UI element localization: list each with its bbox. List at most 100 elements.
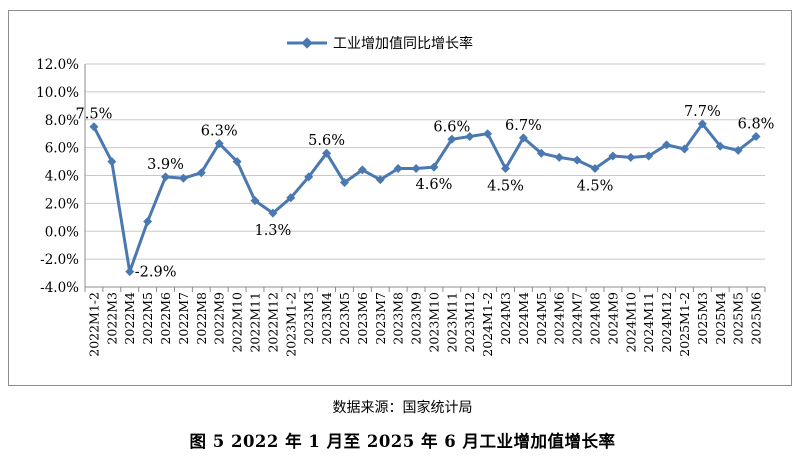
x-tick-label: 2024M1-2 [480, 292, 495, 357]
data-point [232, 157, 242, 167]
series-line [92, 122, 758, 274]
y-tick-label: 8.0% [45, 113, 79, 129]
data-point [178, 173, 188, 183]
data-point [250, 196, 260, 206]
data-point [483, 129, 493, 139]
data-point [662, 140, 672, 150]
x-tick-label: 2023M6 [355, 292, 370, 345]
data-label: 6.7% [505, 118, 542, 134]
x-tick-label: 2023M3 [301, 292, 316, 345]
data-point [304, 172, 314, 182]
x-tick-label: 2025M3 [695, 292, 710, 345]
data-label: 6.8% [738, 116, 775, 132]
chart-frame: -4.0% -2.0% 0.0% 2.0% 4.0% 6.0% 8.0% 10.0% 12.0%… [8, 10, 792, 386]
x-tick-label: 2024M8 [588, 292, 603, 345]
x-tick-label: 2023M7 [373, 292, 388, 345]
x-tick-label: 2024M4 [516, 292, 531, 345]
x-tick-label: 2022M5 [140, 292, 155, 345]
y-tick-label: 0.0% [45, 224, 79, 240]
figure-caption: 图 5 2022 年 1 月至 2025 年 6 月工业增加值增长率 [189, 432, 616, 451]
data-label: 7.7% [684, 104, 721, 120]
data-point [572, 155, 582, 165]
x-tick-label: 2025M4 [713, 292, 728, 345]
y-tick-labels: -4.0% -2.0% 0.0% 2.0% 4.0% 6.0% 8.0% 10.0% 12.0% [36, 57, 79, 296]
data-point [554, 152, 564, 162]
x-tick-label: 2023M4 [319, 292, 334, 345]
axes [84, 64, 766, 292]
x-tick-label: 2022M9 [212, 292, 227, 345]
x-tick-label: 2022M4 [122, 292, 137, 345]
data-label: 3.9% [147, 157, 184, 173]
data-point [697, 119, 707, 129]
x-tick-label: 2022M8 [194, 292, 209, 345]
x-tick-label: 2022M7 [176, 292, 191, 345]
data-label: 5.6% [308, 133, 345, 149]
x-tick-label: 2023M5 [337, 292, 352, 345]
data-point [357, 165, 367, 175]
y-tick-label: 10.0% [36, 85, 79, 101]
data-point [447, 134, 457, 144]
x-tick-label: 2022M1-2 [86, 292, 101, 357]
x-tick-label: 2024M7 [570, 292, 585, 345]
data-label: -2.9% [135, 265, 177, 281]
data-label: 1.3% [254, 223, 291, 239]
x-tick-label: 2025M5 [731, 292, 746, 345]
data-label: 7.5% [76, 107, 113, 123]
data-labels: 7.5% -2.9% 3.9% 6.3% 1.3% 5.6% 4.6% 6.6% 4.5% 6.7… [76, 104, 775, 281]
x-tick-label: 2024M3 [498, 292, 513, 345]
data-point [465, 131, 475, 141]
y-tick-label: 6.0% [45, 141, 79, 157]
data-point [339, 177, 349, 187]
source-note: 数据来源：国家统计局 [332, 400, 473, 416]
x-tick-label: 2022M6 [158, 292, 173, 345]
y-tick-label: 4.0% [45, 169, 79, 185]
data-point [608, 151, 618, 161]
x-tick-labels: 2022M1-2 2022M3 2022M4 2022M5 2022M6 2022M7 20… [86, 292, 763, 357]
data-label: 6.6% [433, 119, 470, 135]
series-layer [89, 119, 761, 277]
line-chart: -4.0% -2.0% 0.0% 2.0% 4.0% 6.0% 8.0% 10.0% 12.0%… [36, 35, 775, 357]
x-tick-label: 2024M6 [552, 292, 567, 345]
data-point [536, 148, 546, 158]
x-tick-label: 2024M11 [641, 292, 656, 353]
data-point [518, 133, 528, 143]
x-tick-label: 2022M10 [230, 292, 245, 353]
x-tick-label: 2024M10 [623, 292, 638, 353]
y-tick-label: -2.0% [40, 252, 79, 268]
x-tick-label: 2023M8 [391, 292, 406, 345]
x-tick-label: 2023M10 [426, 292, 441, 353]
data-label: 4.5% [487, 179, 524, 195]
x-tick-label: 2023M11 [444, 292, 459, 353]
legend-entry: 工业增加值同比增长率 [333, 35, 473, 52]
data-point [715, 141, 725, 151]
data-point [429, 162, 439, 172]
x-tick-label: 2023M9 [409, 292, 424, 345]
data-point [89, 122, 99, 132]
legend: 工业增加值同比增长率 [287, 35, 473, 52]
y-tick-label: 2.0% [45, 196, 79, 212]
data-point [626, 152, 636, 162]
y-tick-label: 12.0% [36, 57, 79, 73]
data-point [375, 175, 385, 185]
data-point [125, 267, 135, 277]
data-point [501, 164, 511, 174]
data-point [411, 164, 421, 174]
x-tick-label: 2024M12 [659, 292, 674, 353]
x-tick-label: 2022M3 [104, 292, 119, 345]
data-point [214, 138, 224, 148]
data-point [393, 164, 403, 174]
data-point [644, 151, 654, 161]
data-point [107, 157, 117, 167]
legend-marker-swatch [301, 37, 313, 49]
data-point [751, 131, 761, 141]
data-point [733, 145, 743, 155]
x-tick-label: 2024M9 [605, 292, 620, 345]
data-point [679, 144, 689, 154]
data-point [196, 168, 206, 178]
x-tick-label: 2022M12 [265, 292, 280, 353]
x-tick-label: 2025M1-2 [677, 292, 692, 357]
y-tick-label: -4.0% [40, 280, 79, 296]
data-point [268, 208, 278, 218]
data-point [286, 193, 296, 203]
x-tick-label: 2025M6 [749, 292, 764, 345]
